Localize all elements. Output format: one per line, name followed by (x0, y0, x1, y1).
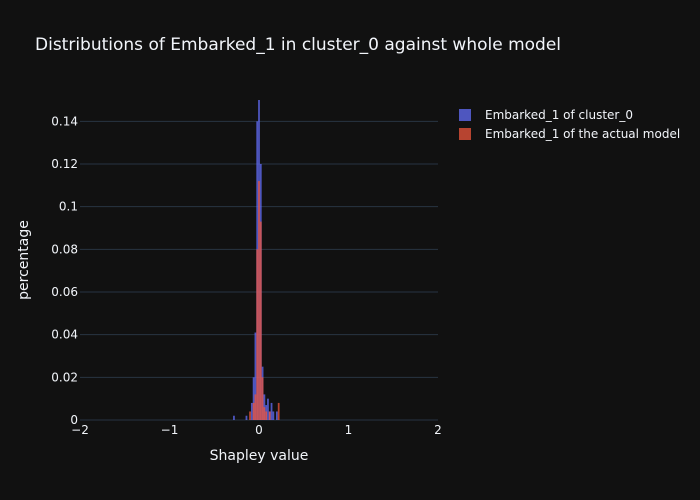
model-bar[interactable] (259, 221, 262, 420)
cluster-bar[interactable] (254, 332, 257, 420)
model-bar[interactable] (277, 402, 280, 420)
model-bar[interactable] (268, 411, 271, 420)
model-bar[interactable] (263, 407, 266, 420)
y-tick-label: 0.04 (51, 328, 78, 342)
model-bar[interactable] (252, 402, 255, 420)
cluster-bar[interactable] (233, 415, 235, 420)
x-axis-title: Shapley value (210, 448, 309, 464)
model-bar[interactable] (249, 411, 251, 420)
cluster-bar[interactable] (270, 402, 273, 420)
x-tick-label: −1 (161, 423, 179, 437)
cluster-bar[interactable] (245, 415, 248, 420)
model-bar[interactable] (258, 181, 260, 420)
y-tick-label: 0 (70, 413, 78, 427)
x-axis-ticks: −2 −1 0 1 2 (71, 423, 442, 437)
legend[interactable]: Embarked_1 of cluster_0 Embarked_1 of the… (459, 108, 680, 141)
bars-layer (233, 100, 280, 420)
legend-swatch[interactable] (459, 128, 471, 140)
y-tick-label: 0.12 (51, 157, 78, 171)
legend-label[interactable]: Embarked_1 of the actual model (485, 127, 680, 141)
x-tick-label: 2 (434, 423, 442, 437)
chart-title: Distributions of Embarked_1 in cluster_0… (35, 35, 561, 55)
cluster-bar[interactable] (272, 411, 275, 420)
cluster-bar[interactable] (252, 377, 255, 420)
cluster-bar[interactable] (276, 411, 278, 420)
y-axis-ticks: 0 0.02 0.04 0.06 0.08 0.1 0.12 0.14 (51, 114, 78, 427)
model-bar[interactable] (265, 411, 268, 420)
y-tick-label: 0.02 (51, 370, 78, 384)
y-tick-label: 0.06 (51, 285, 78, 299)
x-tick-label: 1 (345, 423, 353, 437)
y-tick-label: 0.1 (59, 200, 78, 214)
y-tick-label: 0.08 (51, 242, 78, 256)
y-axis-title: percentage (16, 220, 32, 300)
cluster-bar[interactable] (267, 398, 269, 420)
model-bar[interactable] (256, 249, 259, 420)
legend-swatch[interactable] (459, 109, 471, 121)
model-bar[interactable] (254, 394, 257, 420)
x-tick-label: 0 (255, 423, 263, 437)
y-tick-label: 0.14 (51, 114, 78, 128)
model-bar[interactable] (261, 377, 264, 420)
x-tick-label: −2 (71, 423, 89, 437)
legend-label[interactable]: Embarked_1 of cluster_0 (485, 108, 633, 122)
cluster-bar[interactable] (250, 402, 253, 420)
